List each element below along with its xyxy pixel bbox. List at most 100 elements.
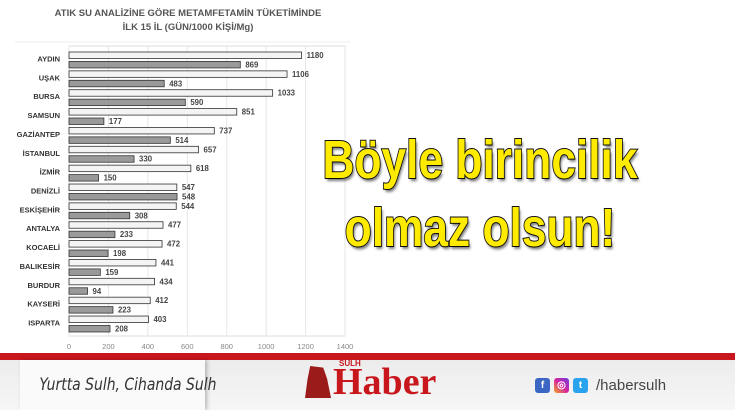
x-tick-label: 1000	[258, 342, 275, 351]
bar	[68, 70, 288, 78]
x-tick-label: 600	[181, 342, 194, 351]
bar	[68, 89, 274, 97]
x-tick-label: 1400	[337, 342, 354, 351]
slogan-text: Yurtta Sulh, Cihanda Sulh	[39, 375, 217, 395]
category-label: BURDUR	[28, 281, 61, 290]
data-label: 1180	[307, 51, 325, 60]
category-label: DENİZLİ	[31, 187, 60, 196]
category-label: BURSA	[33, 92, 60, 101]
bar-chart: ATIK SU ANALİZİNE GÖRE METAMFETAMİN TÜKE…	[15, 8, 354, 351]
social-handle[interactable]: /habersulh	[596, 377, 667, 394]
data-label: 477	[168, 221, 181, 230]
data-label: 208	[115, 324, 129, 333]
data-label: 150	[104, 174, 118, 183]
bar	[68, 193, 178, 201]
bar	[68, 249, 109, 257]
bar	[68, 202, 177, 210]
bar	[68, 277, 155, 286]
footer-divider	[0, 353, 735, 360]
data-label: 590	[190, 98, 204, 107]
data-label: 657	[204, 145, 217, 154]
bar	[68, 259, 157, 267]
x-tick-label: 200	[102, 342, 115, 351]
bar	[68, 61, 241, 69]
bar	[68, 145, 199, 154]
category-label: AYDIN	[37, 55, 60, 64]
bar	[68, 127, 215, 135]
category-label: KAYSERİ	[27, 300, 60, 309]
x-tick-label: 0	[67, 342, 71, 351]
bar	[68, 51, 303, 59]
data-label: 737	[219, 126, 232, 135]
logo-main-text: Haber	[333, 361, 437, 403]
bar	[68, 117, 105, 125]
headline-line-1: Böyle birincilik	[322, 129, 639, 191]
category-label: GAZİANTEP	[17, 130, 60, 139]
data-label: 177	[109, 117, 122, 126]
data-label: 514	[175, 136, 189, 145]
data-label: 308	[135, 211, 149, 220]
bar	[68, 325, 111, 333]
category-label: KOCAELİ	[26, 243, 60, 252]
bar	[68, 230, 116, 239]
bar	[68, 221, 164, 229]
bar	[68, 287, 88, 295]
site-logo[interactable]: SULH Haber	[305, 360, 436, 401]
data-label: 548	[182, 192, 196, 201]
data-label: 403	[153, 315, 167, 324]
category-label: SAMSUN	[27, 111, 60, 120]
category-label: BALIKESİR	[20, 262, 61, 271]
bar	[68, 98, 186, 107]
x-tick-label: 400	[142, 342, 155, 351]
data-label: 851	[242, 108, 256, 117]
data-label: 198	[113, 249, 127, 258]
bar	[68, 136, 171, 144]
data-label: 472	[167, 240, 181, 249]
data-label: 159	[105, 268, 119, 277]
slogan: Yurtta Sulh, Cihanda Sulh	[20, 360, 216, 410]
data-label: 869	[245, 60, 259, 69]
bar	[68, 315, 149, 323]
bar	[68, 268, 101, 276]
bar	[68, 306, 114, 314]
bar	[68, 174, 99, 182]
x-tick-label: 1200	[297, 342, 314, 351]
category-label: ISPARTA	[28, 319, 60, 328]
bar	[68, 240, 163, 248]
social-links: f ◎ t /habersulh	[535, 377, 666, 394]
data-label: 434	[160, 277, 174, 286]
data-label: 544	[181, 202, 195, 211]
x-tick-label: 800	[220, 342, 233, 351]
data-label: 412	[155, 296, 169, 305]
instagram-icon[interactable]: ◎	[554, 378, 569, 393]
chart-subtitle: İLK 15 İL (GÜN/1000 KİŞİ/Mg)	[123, 22, 254, 33]
headline-line-2: olmaz olsun!	[344, 197, 616, 259]
facebook-icon[interactable]: f	[535, 378, 550, 393]
category-label: İZMİR	[40, 168, 61, 177]
logo-small-text: SULH	[339, 359, 361, 368]
data-label: 1106	[292, 70, 310, 79]
bar	[68, 164, 192, 173]
data-label: 483	[169, 79, 183, 88]
bar	[68, 79, 165, 88]
bar	[68, 108, 238, 116]
bar	[68, 183, 178, 191]
bar	[68, 296, 151, 305]
data-label: 233	[120, 230, 134, 239]
bust-silhouette-icon	[305, 366, 331, 398]
data-label: 618	[196, 164, 210, 173]
data-label: 94	[93, 287, 102, 296]
chart-title: ATIK SU ANALİZİNE GÖRE METAMFETAMİN TÜKE…	[55, 8, 322, 19]
category-label: İSTANBUL	[23, 149, 61, 158]
data-label: 330	[139, 155, 153, 164]
category-label: ESKİŞEHİR	[20, 205, 61, 214]
category-label: ANTALYA	[26, 224, 60, 233]
category-label: UŞAK	[39, 73, 61, 82]
data-label: 441	[161, 258, 175, 267]
twitter-icon[interactable]: t	[573, 378, 588, 393]
bar	[68, 155, 135, 163]
data-label: 1033	[278, 89, 296, 98]
bar	[68, 211, 131, 220]
data-label: 547	[182, 183, 195, 192]
data-label: 223	[118, 306, 132, 315]
